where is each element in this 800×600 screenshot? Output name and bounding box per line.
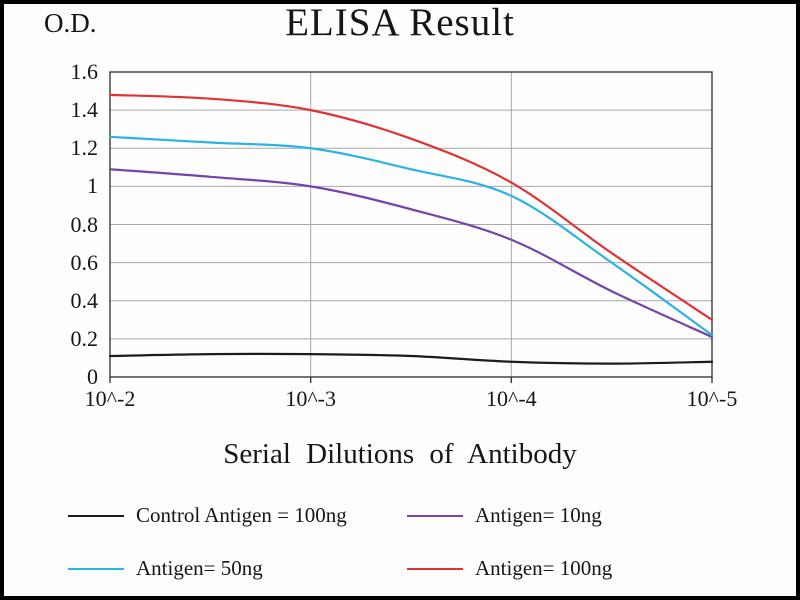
legend-line-swatch-control-antigen-100ng (68, 514, 124, 517)
legend-item-antigen-50ng: Antigen= 50ng (68, 556, 393, 581)
x-tick-label: 10^-4 (486, 386, 537, 411)
legend-label-antigen-100ng: Antigen= 100ng (475, 556, 613, 580)
legend-item-control-antigen-100ng: Control Antigen = 100ng (68, 503, 393, 528)
x-tick-label: 10^-5 (686, 386, 738, 411)
legend-item-antigen-10ng: Antigen= 10ng (407, 503, 732, 528)
y-axis-title: O.D. (44, 8, 97, 38)
chart-title: ELISA Result (285, 1, 515, 44)
series-line-control-antigen-100ng (108, 352, 714, 365)
y-tick-label: 1 (87, 173, 98, 199)
legend-line-swatch-antigen-50ng (68, 567, 124, 570)
y-tick-label: 0.4 (70, 287, 99, 313)
series-line-antigen-10ng (108, 168, 714, 339)
y-tick-label: 0.2 (70, 325, 99, 351)
y-tick-label: 1.4 (70, 97, 99, 123)
series-line-antigen-100ng (108, 93, 714, 321)
x-tick-label: 10^-3 (285, 386, 336, 411)
plot-border (109, 71, 713, 378)
x-tick-label: 10^-2 (84, 386, 136, 411)
legend: Control Antigen = 100ng Antigen= 10ng Anti… (0, 503, 800, 581)
y-tick-label: 0 (87, 364, 98, 389)
legend-label-antigen-10ng: Antigen= 10ng (475, 503, 602, 527)
y-tick-label: 0.8 (70, 211, 99, 237)
legend-line-swatch-antigen-100ng (407, 567, 463, 570)
legend-line-swatch-antigen-10ng (407, 514, 463, 517)
y-tick-label: 1.6 (70, 59, 99, 84)
y-tick-label: 1.2 (70, 135, 99, 161)
series-line-antigen-50ng (108, 135, 714, 337)
x-axis-title: Serial Dilutions of Antibody (223, 438, 577, 470)
y-tick-label: 0.6 (70, 249, 99, 275)
legend-label-antigen-50ng: Antigen= 50ng (136, 556, 263, 580)
legend-label-control-antigen-100ng: Control Antigen = 100ng (136, 503, 347, 527)
legend-item-antigen-100ng: Antigen= 100ng (407, 556, 732, 581)
